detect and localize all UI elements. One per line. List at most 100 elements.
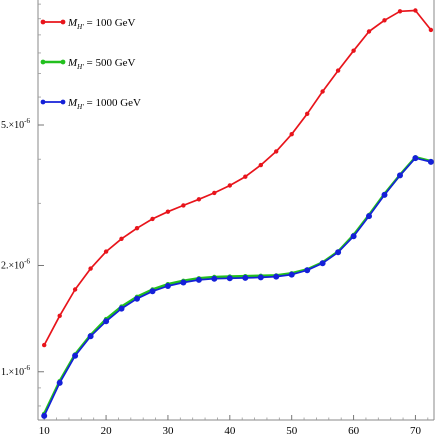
y-tick-base: ×10 [9,120,25,131]
x-tick-label: 70 [410,425,422,436]
y-tick-label: 2.×10-6 [1,257,30,271]
legend-label-main: M [67,97,78,109]
x-tick-label: 50 [286,425,298,436]
data-point [57,313,62,318]
data-point [72,287,78,292]
data-point [397,172,403,179]
data-point [87,333,94,340]
x-tick-label: 20 [101,425,113,436]
data-point [258,162,263,168]
data-point [56,379,63,386]
legend-swatch-marker [40,19,46,25]
data-point [412,155,419,162]
legend-label: MH' = 500 GeV [67,57,136,71]
data-point [118,305,125,312]
y-tick-label: 5.×10-6 [1,117,30,131]
legend-label-subscript: H' [76,103,84,111]
data-point [350,233,357,240]
data-point [103,249,109,254]
data-point [366,213,372,220]
data-point [366,29,372,34]
legend-entry: MH' = 1000 GeV [40,97,141,111]
data-point [72,352,79,359]
legend-label-main: M [67,17,78,29]
data-point [257,274,264,281]
data-point [335,249,342,256]
legend-label-subscript: H' [76,23,84,31]
data-point [226,275,233,282]
data-point [180,279,187,286]
series-layer [41,8,434,419]
series-line [43,9,432,346]
data-point [274,149,279,154]
legend-label-subscript: H' [76,63,84,71]
data-point [134,295,140,302]
legend-swatch-marker [60,19,66,25]
data-point [227,183,232,188]
legend-label-rest: = 500 GeV [84,57,136,69]
data-point [413,8,418,13]
data-point [181,203,186,208]
data-point [212,190,217,196]
data-point [320,89,325,94]
data-point [103,318,110,325]
y-tick-exponent: -6 [24,117,30,125]
legend-label-rest: = 100 GeV [84,17,136,29]
data-point [319,260,326,267]
x-tick-label: 40 [224,425,236,436]
y-tick-mantissa: 1. [1,367,9,378]
data-point [243,174,248,179]
y-tick-exponent: -6 [24,364,30,372]
data-point [164,283,171,289]
series-line [43,157,432,417]
legend-entry: MH' = 500 GeV [40,57,136,71]
legend-label-main: M [67,57,78,69]
y-tick-exponent: -6 [24,257,30,265]
legend-label: MH' = 1000 GeV [67,97,141,111]
y-tick-base: ×10 [9,367,25,378]
data-point [134,226,140,231]
data-point [119,236,124,241]
data-point [195,276,202,283]
data-point [41,412,48,419]
legend-swatch-marker [40,99,46,105]
series-2 [41,155,434,419]
series-line [43,156,432,415]
data-point [428,27,434,33]
y-axis: 1.×10-62.×10-65.×10-6 [1,3,44,407]
x-tick-label: 30 [162,425,174,436]
data-point [382,18,387,23]
data-point [196,197,202,202]
x-tick-label: 60 [348,425,360,436]
data-point [335,68,341,73]
data-point [165,209,171,214]
legend-swatch-marker [40,59,46,65]
data-point [351,48,356,53]
plot-frame [37,0,435,421]
data-point [150,216,155,222]
data-point [288,271,295,278]
data-point [273,273,280,280]
data-point [427,158,434,165]
y-tick-mantissa: 2. [1,260,9,271]
series-0 [42,8,434,348]
data-point [88,266,93,271]
data-point [397,9,403,14]
data-point [242,274,249,281]
series-1 [42,155,434,416]
data-point [289,132,294,137]
data-point [42,342,47,348]
data-point [149,288,156,295]
data-point [304,267,311,274]
legend-swatch-marker [60,99,66,105]
data-point [381,191,388,198]
legend-swatch-marker [60,59,66,65]
legend-label: MH' = 100 GeV [67,17,136,31]
data-point [305,111,310,117]
legend-entry: MH' = 100 GeV [40,17,136,31]
y-tick-mantissa: 5. [1,120,9,131]
x-tick-label: 10 [39,425,51,436]
y-tick-base: ×10 [9,260,25,271]
